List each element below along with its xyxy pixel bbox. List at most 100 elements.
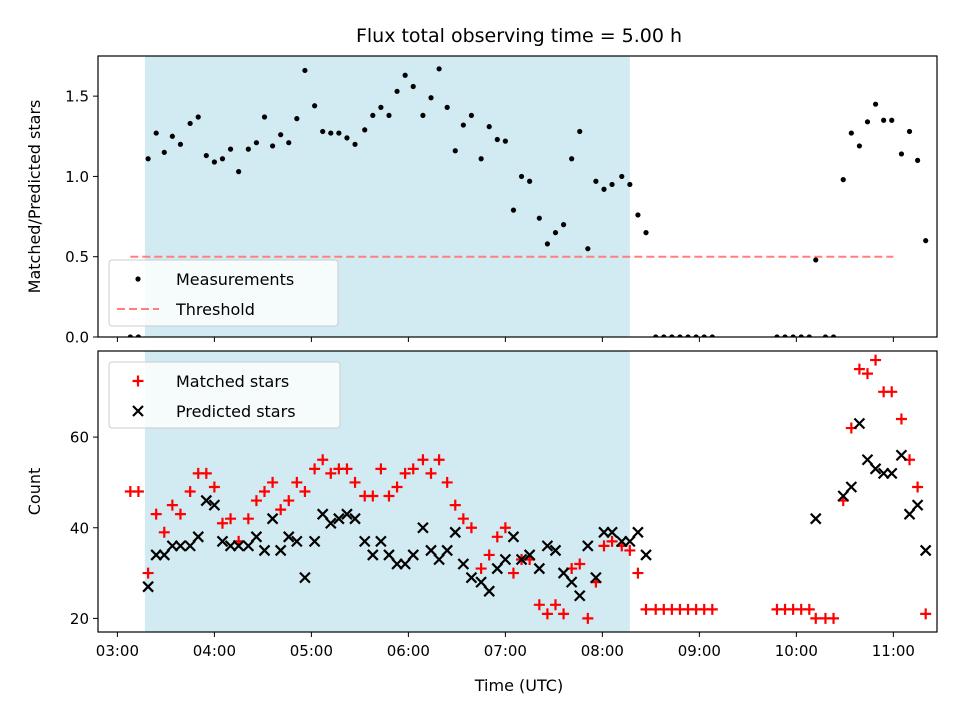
measurements-point: [518, 173, 525, 180]
measurements-point: [320, 128, 326, 135]
matched-stars-point: [640, 603, 652, 615]
predicted-stars-point: [507, 531, 520, 543]
measurements-point: [302, 67, 308, 74]
predicted-stars-point: [885, 467, 898, 480]
legend-swatch: [132, 375, 144, 387]
measurements-point: [362, 127, 368, 133]
predicted-stars-point: [919, 544, 932, 557]
measurements-point: [661, 334, 667, 337]
measurements-point: [219, 156, 226, 162]
predicted-stars-point: [582, 540, 594, 552]
measurements-point: [420, 112, 426, 119]
legend: Measurements Threshold: [108, 259, 339, 327]
predicted-stars-point: [375, 535, 387, 548]
matched-stars-point: [483, 549, 495, 561]
x-tick-label: 09:00: [678, 642, 721, 660]
measurements-point: [915, 157, 921, 163]
predicted-stars-point: [845, 481, 858, 493]
predicted-stars-point: [399, 558, 411, 570]
matched-stars-point: [574, 558, 586, 570]
measurements-point: [460, 122, 466, 128]
measurements-point: [486, 124, 492, 130]
matched-stars-point: [895, 413, 907, 425]
predicted-stars-point: [291, 535, 303, 548]
predicted-stars-point: [541, 540, 554, 552]
measurements-point: [577, 128, 583, 135]
predicted-stars-point: [232, 540, 245, 552]
matched-stars-point: [417, 454, 429, 466]
measurements-point: [386, 112, 392, 119]
measurements-point: [898, 151, 905, 157]
legend-box: [108, 361, 341, 429]
matched-stars-point: [912, 481, 924, 493]
measurements-point: [145, 156, 151, 162]
measurements-point: [782, 334, 788, 337]
legend-swatch: [135, 276, 141, 282]
matched-stars-point: [606, 535, 618, 547]
matched-stars-point: [433, 454, 445, 466]
measurements-point: [685, 334, 691, 337]
predicted-stars-point: [499, 553, 512, 566]
predicted-stars-point: [441, 544, 453, 557]
predicted-stars-point: [192, 531, 205, 543]
matched-stars-point: [200, 467, 212, 479]
predicted-stars-point: [903, 508, 916, 520]
predicted-stars-point: [200, 494, 213, 507]
y-tick-label: 0.5: [65, 248, 89, 266]
matched-stars-point: [174, 508, 186, 520]
matched-stars-point: [803, 603, 815, 615]
measurements-point: [161, 149, 167, 155]
measurements-point: [394, 88, 400, 94]
y-tick-label: 0.0: [65, 329, 89, 347]
matched-stars-point: [449, 499, 461, 511]
predicted-stars-point: [242, 540, 255, 552]
measurements-point: [402, 72, 408, 78]
matched-stars-point: [425, 467, 437, 479]
predicted-stars-point: [895, 449, 908, 462]
predicted-stars-point: [174, 540, 187, 552]
matched-stars-point: [558, 608, 570, 620]
legend-label: Matched stars: [176, 372, 289, 391]
measurements-point: [709, 334, 715, 337]
predicted-stars-point: [565, 576, 578, 588]
y-axis-label: Matched/Predicted stars: [25, 100, 44, 294]
matched-stars-point: [341, 463, 353, 475]
y-tick-label: 20: [70, 610, 89, 628]
predicted-stars-point: [606, 526, 618, 539]
predicted-stars-point: [417, 521, 429, 534]
measurements-point: [452, 148, 458, 154]
predicted-stars-point: [142, 580, 154, 593]
predicted-stars-point: [861, 453, 874, 466]
axes-frame: [97, 350, 938, 633]
predicted-stars-point: [367, 549, 379, 561]
predicted-stars-point: [475, 576, 487, 588]
measurements-point: [253, 140, 260, 146]
x-axis-label: Time (UTC): [474, 676, 563, 695]
measurements-point: [195, 114, 201, 120]
measurements-point: [436, 66, 442, 72]
predicted-stars-point: [449, 526, 462, 539]
matched-stars-point: [309, 463, 321, 475]
matched-stars-point: [132, 486, 144, 497]
measurements-point: [552, 230, 559, 236]
predicted-stars-point: [632, 526, 644, 539]
measurements-point: [410, 83, 416, 90]
legend-item: Matched stars: [132, 372, 289, 391]
measurements-point: [813, 257, 819, 263]
predicted-stars-point: [266, 512, 279, 525]
legend-item: Predicted stars: [132, 402, 296, 421]
matched-stars-point: [391, 481, 403, 493]
matched-stars-point: [267, 476, 279, 488]
matched-stars-point: [624, 544, 636, 556]
matched-stars-point: [491, 531, 503, 543]
matched-stars-point: [383, 490, 395, 502]
measurements-point: [527, 178, 533, 184]
measurements-point: [502, 138, 508, 144]
measurements-point: [227, 146, 234, 152]
measurements-point: [444, 104, 450, 110]
measurements-point: [653, 334, 659, 337]
legend-box: [108, 259, 339, 327]
predicted-stars-point: [809, 512, 822, 525]
matched-stars-point: [375, 463, 387, 475]
